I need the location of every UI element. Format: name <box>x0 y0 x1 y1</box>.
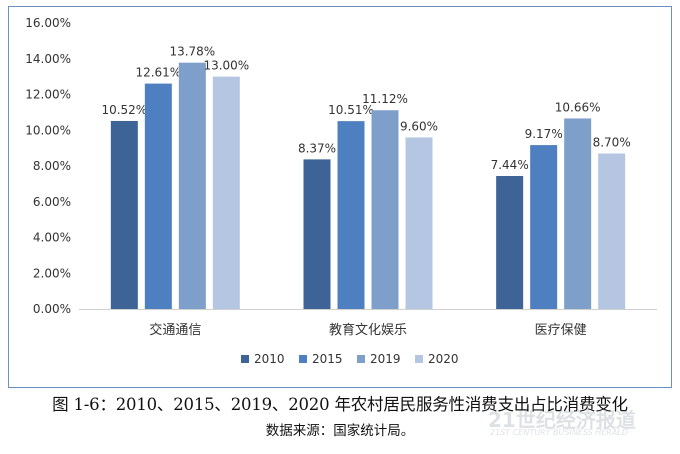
y-tick-label: 4.00% <box>33 231 71 245</box>
data-label: 10.52% <box>101 103 147 117</box>
legend-swatch-2019 <box>357 355 365 363</box>
y-tick-label: 6.00% <box>33 195 71 209</box>
data-label: 8.70% <box>593 135 631 149</box>
legend-label: 2019 <box>370 352 401 366</box>
bar-2015 <box>337 121 365 309</box>
bar-2020 <box>598 153 626 309</box>
figure-caption: 图 1-6：2010、2015、2019、2020 年农村居民服务性消费支出占比… <box>52 395 628 414</box>
data-label: 11.12% <box>362 92 408 106</box>
data-label: 13.00% <box>203 59 249 73</box>
bar-2020 <box>405 137 433 309</box>
bar-2015 <box>144 83 172 309</box>
data-label: 9.60% <box>400 119 438 133</box>
watermark-text: 21世纪经济报道 <box>488 408 636 432</box>
chart-frame: 0.00% 2.00% 4.00% 6.00% 8.00% 10.00% 12.00% 14.… <box>8 6 672 388</box>
data-label: 9.17% <box>525 127 563 141</box>
bar-2020 <box>212 76 240 309</box>
legend-label: 2020 <box>428 352 459 366</box>
y-tick-label: 16.00% <box>25 16 71 30</box>
bar-2010 <box>303 159 331 309</box>
legend-label: 2015 <box>312 352 343 366</box>
legend-swatch-2015 <box>299 355 307 363</box>
data-label: 10.66% <box>555 100 601 114</box>
bar-2019 <box>371 110 399 309</box>
data-label: 10.51% <box>328 103 374 117</box>
y-tick-label: 10.00% <box>25 123 71 137</box>
y-tick-label: 14.00% <box>25 52 71 66</box>
category-label: 教育文化娱乐 <box>329 322 407 338</box>
legend-swatch-2010 <box>241 355 249 363</box>
y-tick-label: 8.00% <box>33 159 71 173</box>
data-label: 12.61% <box>135 66 181 80</box>
data-source-note: 数据来源：国家统计局。 <box>265 423 415 439</box>
data-label: 7.44% <box>491 158 529 172</box>
bar-2015 <box>530 145 558 309</box>
legend-swatch-2020 <box>415 355 423 363</box>
bar-chart: 0.00% 2.00% 4.00% 6.00% 8.00% 10.00% 12.00% 14.… <box>25 16 657 366</box>
y-tick-label: 0.00% <box>33 302 71 316</box>
data-label: 13.78% <box>169 45 215 59</box>
bar-2010 <box>496 176 524 309</box>
y-tick-label: 12.00% <box>25 88 71 102</box>
category-label: 医疗保健 <box>535 323 587 338</box>
category-label: 交通通信 <box>149 322 201 338</box>
bar-2019 <box>564 118 592 309</box>
data-label: 8.37% <box>298 141 336 155</box>
y-tick-label: 2.00% <box>33 266 71 280</box>
legend-label: 2010 <box>254 352 285 366</box>
watermark-logo: 21世纪经济报道 21ST CENTURY BUSINESS HERALD <box>488 404 658 444</box>
bar-2019 <box>178 62 206 310</box>
bar-2010 <box>110 120 138 309</box>
watermark-subtext: 21ST CENTURY BUSINESS HERALD <box>490 428 628 437</box>
